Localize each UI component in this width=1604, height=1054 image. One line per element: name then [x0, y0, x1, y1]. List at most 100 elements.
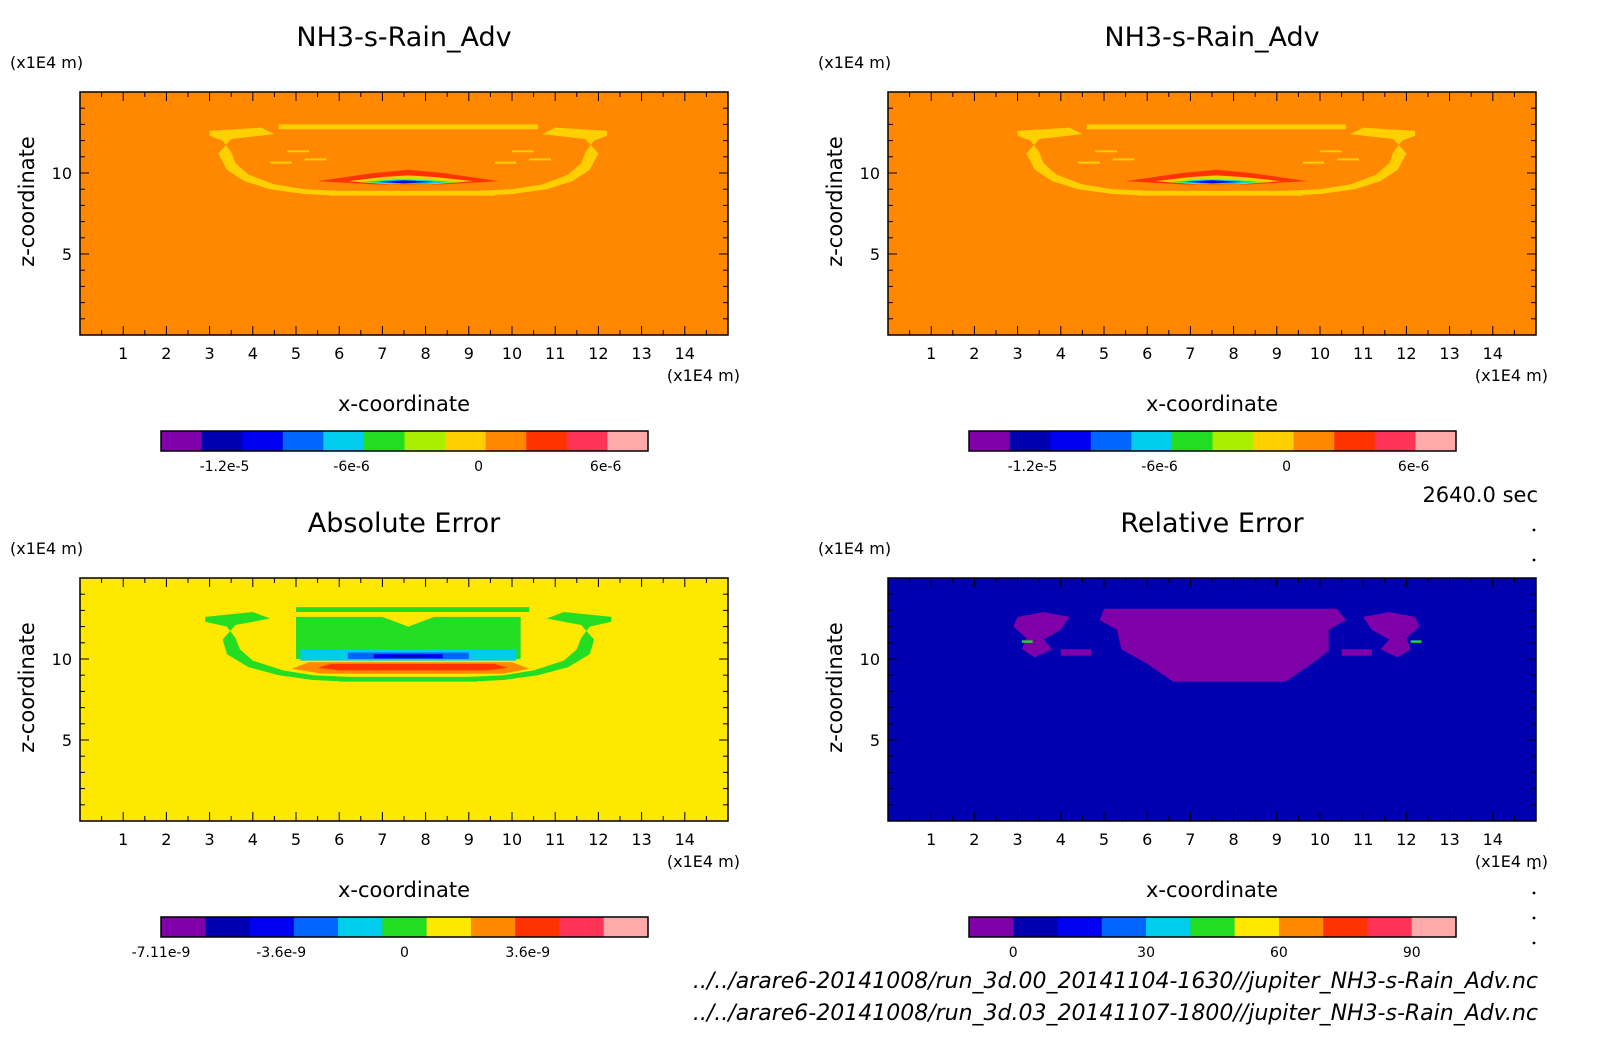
x-tick-label: 9: [464, 830, 474, 849]
y-axis-label: z-coordinate: [823, 136, 847, 267]
panel-1: NH3-s-Rain_Adv(x1E4 m)1 2 3 4 5 6 7 8 9 10 11 12 13 1…: [10, 22, 740, 475]
marker-dot: [1532, 528, 1536, 532]
y-tick-label: 5: [870, 731, 880, 750]
field-contour: [317, 663, 508, 671]
field-contour: [339, 676, 478, 682]
y-tick-label: 5: [870, 245, 880, 264]
field-contour: [529, 158, 551, 161]
colorbar-tick-label: 6e-6: [1398, 459, 1430, 475]
x-tick-label: 1: [118, 344, 128, 363]
colorbar-swatch: [603, 917, 649, 937]
field-contour: [287, 150, 309, 153]
field-contour: [391, 654, 426, 658]
x-tick-label: 6: [334, 830, 344, 849]
colorbar-tick-label: 60: [1270, 945, 1288, 961]
x-tick-label: 10: [502, 830, 522, 849]
x-tick-label: 3: [1013, 830, 1023, 849]
colorbar-tick-label: 0: [1009, 945, 1018, 961]
marker-dot: [1532, 916, 1536, 920]
panel-title: NH3-s-Rain_Adv: [1104, 22, 1319, 53]
y-tick-label: 10: [860, 164, 880, 183]
colorbar-swatch: [323, 431, 365, 451]
colorbar-swatch: [404, 431, 446, 451]
x-unit-label: (x1E4 m): [1475, 852, 1548, 871]
x-tick-label: 2: [161, 344, 171, 363]
colorbar-frame: [968, 916, 1457, 938]
marker-dot: [1532, 558, 1536, 562]
field-contour: [477, 127, 608, 196]
x-axis-label: x-coordinate: [1146, 878, 1278, 902]
panel-2: NH3-s-Rain_Adv(x1E4 m)1 2 3 4 5 6 7 8 9 10 11 12 13 1…: [818, 22, 1548, 475]
x-tick-label: 4: [1056, 830, 1066, 849]
x-tick-label: 7: [1185, 830, 1195, 849]
x-tick-label: 12: [1396, 830, 1416, 849]
colorbar-swatch: [1171, 431, 1213, 451]
y-unit-label: (x1E4 m): [818, 539, 891, 558]
x-tick-label: 13: [631, 830, 651, 849]
field-contour: [1095, 150, 1117, 153]
colorbar-swatch: [969, 917, 1014, 937]
x-unit-label: (x1E4 m): [1475, 366, 1548, 385]
x-tick-label: 9: [1272, 344, 1282, 363]
x-tick-label: 7: [1185, 344, 1195, 363]
panel-title: Absolute Error: [308, 508, 501, 539]
colorbar-frame: [160, 916, 649, 938]
field-contour: [1410, 640, 1422, 643]
y-tick-label: 5: [62, 731, 72, 750]
field-contour: [205, 612, 348, 682]
colorbar-tick-label: 0: [474, 459, 483, 475]
panel-4: Relative Error(x1E4 m)1 2 3 4 5 6 7 8 9 10 11 12 13 1…: [818, 508, 1548, 961]
x-tick-label: 2: [161, 830, 171, 849]
x-tick-label: 13: [1439, 344, 1459, 363]
field-contour: [1302, 161, 1325, 164]
colorbar-swatch: [363, 431, 405, 451]
field-contour: [330, 190, 495, 196]
time-label: 2640.0 sec: [1422, 483, 1538, 507]
field-contour: [1013, 612, 1070, 658]
colorbar-swatch: [1374, 431, 1416, 451]
x-tick-label: 8: [421, 344, 431, 363]
colorbar-swatch: [338, 917, 383, 937]
x-tick-label: 7: [377, 344, 387, 363]
y-unit-label: (x1E4 m): [10, 539, 83, 558]
plot-area: [80, 92, 728, 335]
x-tick-label: 9: [464, 344, 474, 363]
x-tick-label: 10: [1310, 830, 1330, 849]
panel-title: Relative Error: [1120, 508, 1304, 539]
field-contour: [1017, 127, 1148, 196]
colorbar-tick-label: 3.6e-9: [505, 945, 550, 961]
colorbar-swatch: [607, 431, 649, 451]
colorbar-tick-label: 30: [1137, 945, 1155, 961]
field-contour: [1363, 612, 1420, 658]
colorbar-tick-label: -7.11e-9: [132, 945, 191, 961]
field-contour: [1060, 649, 1092, 656]
colorbar-tick-label: 90: [1403, 945, 1421, 961]
colorbar-swatch: [282, 431, 324, 451]
colorbar-swatch: [470, 917, 516, 937]
y-tick-label: 10: [860, 650, 880, 669]
colorbar-swatch: [1415, 431, 1457, 451]
colorbar-swatch: [1131, 431, 1173, 451]
colorbar-swatch: [1293, 431, 1335, 451]
field-contour: [1285, 127, 1416, 196]
x-unit-label: (x1E4 m): [667, 366, 740, 385]
colorbar-swatch: [161, 917, 206, 937]
x-tick-label: 8: [421, 830, 431, 849]
x-tick-label: 3: [205, 344, 215, 363]
colorbar-swatch: [526, 431, 568, 451]
colorbar-swatch: [205, 917, 251, 937]
y-tick-label: 5: [62, 245, 72, 264]
x-tick-label: 5: [291, 344, 301, 363]
colorbar-swatch: [566, 431, 608, 451]
colorbar-swatch: [1057, 917, 1103, 937]
panel-3: Absolute Error(x1E4 m)1 2 3 4 5 6 7 8 9 10 11 12 13 1…: [10, 508, 740, 961]
field-contour: [1086, 124, 1346, 130]
x-tick-label: 11: [545, 344, 565, 363]
x-tick-label: 14: [675, 344, 695, 363]
y-unit-label: (x1E4 m): [818, 53, 891, 72]
colorbar-swatch: [1334, 431, 1376, 451]
x-tick-label: 14: [675, 830, 695, 849]
colorbar-tick-label: 0: [400, 945, 409, 961]
x-tick-label: 11: [545, 830, 565, 849]
